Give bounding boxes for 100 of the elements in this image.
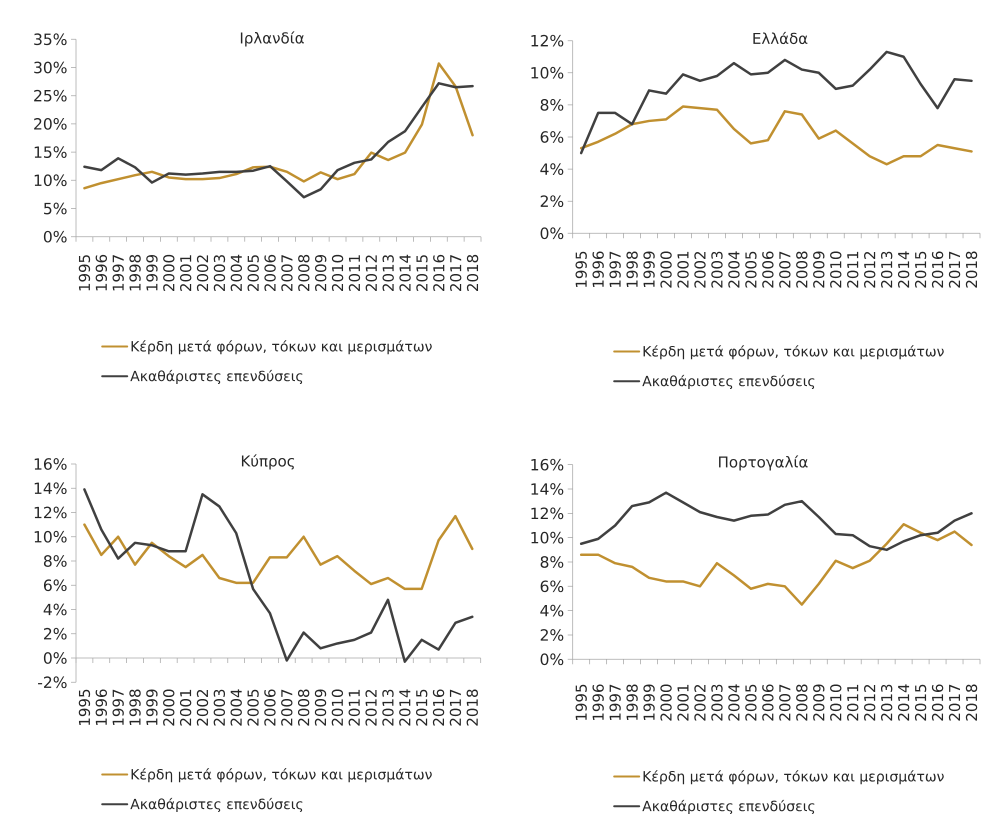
x-tick-label: 2014 (399, 689, 411, 726)
y-tick-label: 6% (44, 579, 67, 592)
x-tick-label: 2008 (796, 252, 808, 288)
y-tick-label: 12% (34, 506, 67, 518)
x-tick-label: 2005 (745, 684, 757, 721)
x-tick-label: 2017 (948, 252, 960, 288)
x-tick-label: 2000 (163, 254, 174, 291)
y-tick-label: 30% (34, 62, 67, 74)
x-tick-label: 2006 (264, 689, 276, 726)
line-series (83, 488, 474, 663)
legend-label: Ακαθάριστες επενδύσεις (642, 800, 814, 814)
y-tick-label: 0% (44, 230, 67, 243)
chart-title: Ιρλανδία (240, 31, 304, 47)
x-tick-label: 2010 (332, 689, 344, 726)
y-tick-label: 8% (540, 556, 564, 568)
line-series (580, 523, 973, 606)
y-tick-label: 15% (34, 146, 67, 158)
y-tick-label: 8% (540, 99, 564, 111)
y-tick-label: 5% (44, 202, 67, 214)
x-tick-label: 2007 (779, 252, 791, 288)
x-tick-label: 2009 (813, 252, 824, 288)
x-tick-label: 2017 (450, 255, 462, 291)
y-tick-label: 16% (531, 458, 564, 471)
x-tick-label: 2011 (847, 684, 858, 721)
y-tick-label: 2% (540, 629, 564, 641)
y-tick-label: 4% (44, 604, 67, 616)
x-tick-label: 2003 (711, 252, 723, 288)
x-tick-label: 2014 (898, 251, 910, 288)
legend-label: Κέρδη μετά φόρων, τόκων και μερισμάτων (644, 345, 944, 360)
y-tick-label: 12% (531, 507, 564, 520)
y-tick-label: 10% (531, 532, 564, 544)
y-tick-label: 35% (34, 33, 67, 46)
y-tick-label: 8% (44, 555, 67, 567)
x-tick-label: 1998 (129, 690, 141, 726)
y-tick-label: 4% (540, 604, 564, 616)
x-tick-label: 2018 (966, 684, 978, 721)
x-tick-label: 1998 (129, 254, 141, 290)
x-tick-label: 2006 (264, 254, 276, 291)
x-tick-label: 2010 (830, 251, 842, 288)
y-tick-label: 2% (44, 628, 67, 640)
x-tick-label: 2009 (314, 690, 326, 726)
x-tick-label: 2012 (864, 684, 876, 721)
legend-label: Ακαθάριστες επενδύσεις (130, 798, 302, 812)
x-tick-label: 2000 (660, 684, 672, 721)
x-tick-label: 2014 (399, 254, 411, 291)
y-tick-label: 6% (540, 580, 564, 592)
y-tick-label: 25% (34, 90, 67, 102)
x-tick-label: 2013 (880, 252, 892, 288)
x-tick-label: 2001 (677, 252, 689, 288)
x-tick-label: 2011 (348, 690, 360, 726)
y-tick-label: 0% (540, 227, 564, 240)
x-tick-label: 2016 (932, 251, 944, 288)
x-tick-label: 2005 (248, 255, 259, 291)
x-tick-label: 2003 (711, 684, 723, 721)
legend-label: Ακαθάριστες επενδύσεις (130, 370, 302, 384)
x-tick-label: 2018 (466, 690, 478, 726)
y-tick-label: 10% (531, 66, 564, 79)
x-tick-label: 2002 (196, 255, 208, 291)
x-tick-label: 2017 (450, 690, 462, 726)
x-tick-label: 1996 (592, 251, 604, 288)
x-tick-label: 2012 (365, 690, 377, 726)
x-tick-label: 2006 (762, 251, 774, 288)
x-tick-label: 2013 (382, 255, 394, 291)
x-tick-label: 2004 (728, 251, 740, 288)
x-tick-label: 1996 (592, 684, 604, 720)
x-tick-label: 1995 (78, 255, 90, 290)
x-tick-label: 1996 (96, 689, 107, 726)
x-tick-label: 2018 (466, 254, 478, 291)
x-tick-label: 1997 (112, 255, 124, 290)
x-tick-label: 2007 (281, 690, 292, 726)
x-tick-label: 2013 (880, 684, 892, 721)
x-tick-label: 1997 (112, 690, 124, 726)
legend-label: Κέρδη μετά φόρων, τόκων και μερισμάτων (644, 770, 944, 784)
x-tick-label: 2007 (779, 684, 791, 721)
x-tick-label: 2010 (332, 254, 344, 291)
x-tick-label: 2002 (694, 252, 706, 288)
x-tick-label: 2016 (432, 689, 444, 726)
x-tick-label: 1998 (626, 684, 638, 720)
x-tick-label: 2012 (366, 255, 377, 291)
y-tick-label: 10% (34, 530, 67, 543)
x-tick-label: 2018 (966, 252, 978, 288)
x-tick-label: 2009 (315, 254, 326, 291)
chart-title: Ελλάδα (753, 32, 808, 44)
x-tick-label: 2005 (745, 252, 757, 288)
x-tick-label: 2011 (348, 255, 360, 291)
y-tick-label: 2% (540, 195, 564, 208)
x-tick-label: 2016 (932, 684, 944, 721)
x-tick-label: 2009 (813, 684, 824, 721)
y-tick-label: 20% (34, 118, 67, 130)
legend-label: Κέρδη μετά φόρων, τόκων και μερισμάτων (132, 340, 432, 354)
x-tick-label: 2014 (898, 684, 910, 721)
chart-title: Πορτογαλία (719, 455, 808, 471)
line-series (83, 82, 474, 198)
y-tick-label: 14% (531, 483, 564, 495)
x-tick-label: 2010 (830, 684, 842, 721)
x-tick-label: 1999 (643, 684, 655, 720)
y-tick-label: 16% (34, 458, 67, 470)
x-tick-label: 1997 (609, 252, 621, 288)
y-tick-label: 12% (531, 34, 564, 47)
x-tick-label: 2015 (914, 684, 926, 721)
